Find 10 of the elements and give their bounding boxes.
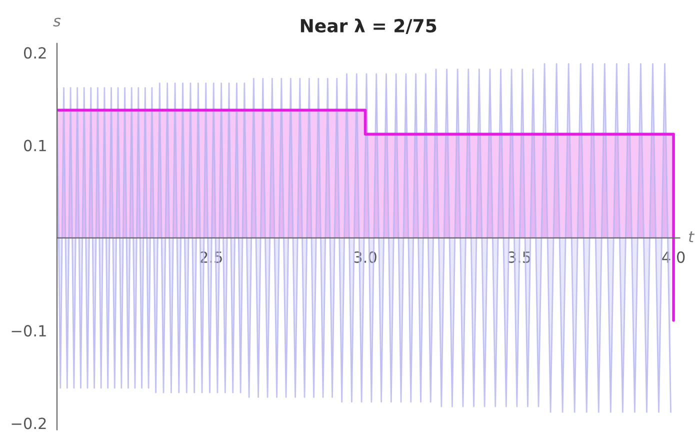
x-axis-title: t (689, 231, 695, 242)
chart-title: Near λ = 2/75 (300, 18, 436, 34)
y-tick-label: −0.2 (12, 418, 46, 430)
x-tick-label: 3.0 (354, 251, 376, 263)
y-tick-label: 0.1 (24, 140, 46, 152)
y-axis-title: s (53, 18, 61, 27)
x-tick-label: 3.5 (508, 251, 530, 263)
y-tick-label: −0.1 (12, 325, 46, 337)
y-tick-label: 0.2 (24, 47, 46, 59)
x-tick-label: 2.5 (200, 251, 222, 263)
